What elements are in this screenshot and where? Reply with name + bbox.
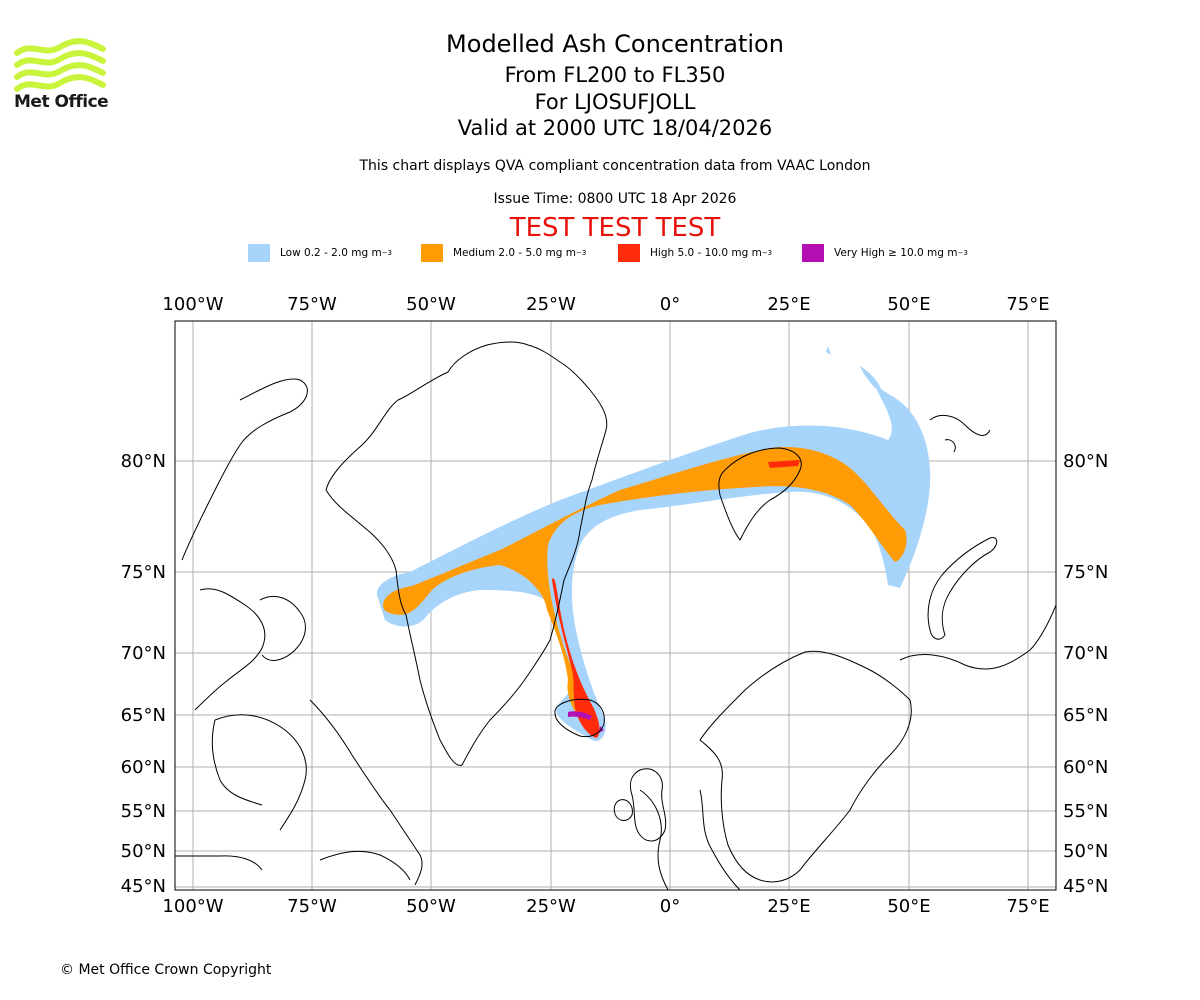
lat-labels-left: 80°N 75°N 70°N 65°N 60°N 55°N 50°N 45°N [121,451,166,897]
lon-label-top-25w: 25°W [526,294,576,315]
lat-label-right-50n: 50°N [1063,841,1108,862]
ash-low-plume-tail [826,346,882,392]
lon-label-top-100w: 100°W [162,294,223,315]
legend-swatch-very-high [802,244,824,262]
svalbard-coast [718,447,802,541]
legend-item-high: High 5.0 - 10.0 mg m −3 [618,243,772,263]
met-office-logo-icon [14,38,106,92]
ash-very-high-region [568,711,604,733]
lat-label-right-80n: 80°N [1063,451,1108,472]
lon-label-top-75e: 75°E [1006,294,1049,315]
flight-levels: From FL200 to FL350 [504,63,726,87]
iceland-coast [554,698,605,738]
lat-label-left-80n: 80°N [121,451,166,472]
legend-swatch-high [618,244,640,262]
lat-label-left-60n: 60°N [121,757,166,778]
lon-label-bottom-50w: 50°W [406,896,456,917]
lat-label-left-55n: 55°N [121,801,166,822]
legend-exp-high: −3 [761,249,773,257]
legend-exp-low: −3 [381,249,393,257]
labrador-coast [309,699,423,886]
lon-labels-bottom: 100°W 75°W 50°W 25°W 0° 25°E 50°E 75°E [162,896,1049,917]
ash-low-region [376,385,931,741]
coastlines [175,341,1056,890]
lat-label-left-50n: 50°N [121,841,166,862]
chart-title: Modelled Ash Concentration [446,30,784,58]
copyright: © Met Office Crown Copyright [60,962,272,978]
ash-high-region [552,460,800,738]
lat-label-left-45n: 45°N [121,876,166,897]
lon-label-top-75w: 75°W [287,294,337,315]
map-frame [174,320,1057,891]
legend-item-low: Low 0.2 - 2.0 mg m −3 [248,243,392,263]
lon-label-bottom-75e: 75°E [1006,896,1049,917]
franz-josef-land-coast [929,414,991,453]
scandinavia-coast [699,650,912,883]
lon-label-bottom-100w: 100°W [162,896,223,917]
lat-label-right-75n: 75°N [1063,562,1108,583]
legend-exp-medium: −3 [575,249,587,257]
lat-label-left-70n: 70°N [121,643,166,664]
lat-label-right-70n: 70°N [1063,643,1108,664]
lon-label-bottom-50e: 50°E [887,896,930,917]
legend-exp-very-high: −3 [957,249,968,257]
lat-labels-right: 80°N 75°N 70°N 65°N 60°N 55°N 50°N 45°N [1063,451,1108,897]
chart-description: This chart displays QVA compliant concen… [359,158,871,174]
lon-label-bottom-25w: 25°W [526,896,576,917]
lat-label-left-75n: 75°N [121,562,166,583]
lon-label-top-25e: 25°E [767,294,810,315]
issue-time: Issue Time: 0800 UTC 18 Apr 2026 [493,191,737,207]
greenland-coast [325,341,608,766]
lat-label-right-45n: 45°N [1063,876,1108,897]
test-banner: TEST TEST TEST [509,213,721,243]
lon-label-bottom-0: 0° [660,896,680,917]
legend-item-medium: Medium 2.0 - 5.0 mg m −3 [421,243,586,263]
lat-label-left-65n: 65°N [121,705,166,726]
russia-north-coast [899,604,1056,670]
canadian-arctic-coast [181,378,308,711]
lon-label-top-50w: 50°W [406,294,456,315]
lon-label-bottom-75w: 75°W [287,896,337,917]
northeast-canada-coast [175,850,411,881]
hudson-bay-coast [211,714,307,831]
legend-label-very-high: Very High ≥ 10.0 mg m [834,247,958,259]
legend-label-high: High 5.0 - 10.0 mg m [650,247,762,259]
legend-item-very-high: Very High ≥ 10.0 mg m −3 [802,243,968,263]
lat-label-right-60n: 60°N [1063,757,1108,778]
ash-medium-region [383,446,907,732]
legend-label-medium: Medium 2.0 - 5.0 mg m [453,247,576,259]
volcano-source: For LJOSUFJOLL [534,90,696,114]
legend-swatch-low [248,244,270,262]
legend-swatch-medium [421,244,443,262]
legend-label-low: Low 0.2 - 2.0 mg m [280,247,382,259]
lat-label-right-55n: 55°N [1063,801,1108,822]
valid-time: Valid at 2000 UTC 18/04/2026 [457,116,773,140]
lat-label-right-65n: 65°N [1063,705,1108,726]
british-isles-coast [613,768,667,842]
novaya-zemlya-coast [927,536,998,640]
lon-label-bottom-25e: 25°E [767,896,810,917]
lon-label-top-0: 0° [660,294,680,315]
ash-plume [376,346,931,741]
europe-coast [639,789,741,890]
lon-label-top-50e: 50°E [887,294,930,315]
logo-text: Met Office [14,92,109,112]
lon-labels-top: 100°W 75°W 50°W 25°W 0° 25°E 50°E 75°E [162,294,1049,315]
